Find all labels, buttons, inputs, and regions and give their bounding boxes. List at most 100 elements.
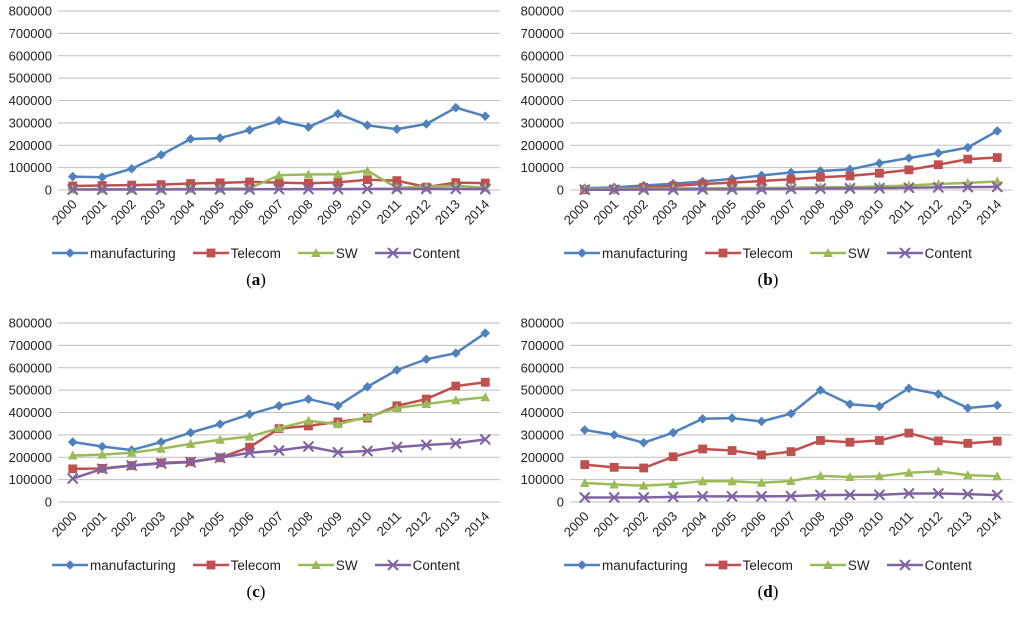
y-tick-label: 0 xyxy=(557,495,564,510)
y-tick-label: 500000 xyxy=(521,383,564,398)
manufacturing-marker xyxy=(638,437,649,448)
telecom-marker xyxy=(609,462,619,472)
telecom-marker xyxy=(757,450,766,460)
telecom-marker xyxy=(963,438,973,448)
x-tick-label: 2000 xyxy=(561,509,592,540)
x-tick-label: 2013 xyxy=(432,509,463,540)
x-tick-label: 2004 xyxy=(679,197,710,228)
content-marker xyxy=(962,181,974,193)
content-marker xyxy=(391,183,403,195)
manufacturing-marker xyxy=(933,148,944,158)
telecom-marker xyxy=(245,442,254,452)
legend-label: Content xyxy=(412,245,460,261)
square-legend-icon xyxy=(192,248,229,258)
triangle-legend-icon xyxy=(809,560,846,569)
x-tick-label: 2011 xyxy=(886,509,916,539)
legend-label: Telecom xyxy=(742,245,793,261)
y-tick-label: 400000 xyxy=(521,405,564,420)
legend-item-sw: SW xyxy=(809,558,870,573)
chart-c-plot: 0 100000 200000 300000 400000 500000 600000 700… xyxy=(9,316,500,540)
telecom-marker xyxy=(963,154,973,164)
sw-marker xyxy=(362,411,373,421)
content-marker xyxy=(420,183,432,195)
x-tick-label: 2006 xyxy=(226,197,257,228)
content-marker xyxy=(932,488,944,499)
content-marker xyxy=(815,489,826,501)
y-tick-label: 600000 xyxy=(521,48,564,63)
legend-label: Telecom xyxy=(230,245,281,261)
manufacturing-marker xyxy=(609,430,619,440)
x-tick-label: 2014 xyxy=(973,509,1004,540)
legend-label: Telecom xyxy=(742,557,793,573)
y-tick-label: 0 xyxy=(45,495,52,510)
triangle-legend-icon xyxy=(297,248,334,257)
content-marker xyxy=(638,184,650,196)
content-marker xyxy=(903,488,915,499)
sw-marker xyxy=(421,398,432,408)
content-marker xyxy=(185,456,197,468)
manufacturing-marker xyxy=(156,437,166,447)
y-tick-label: 400000 xyxy=(9,93,52,108)
square-legend-icon xyxy=(704,248,741,258)
manufacturing-marker xyxy=(362,120,373,131)
legend-item-content: Content xyxy=(886,558,972,573)
y-tick-label: 100000 xyxy=(521,160,564,175)
legend-label: Content xyxy=(412,557,460,573)
legend-item-manufacturing: manufacturing xyxy=(52,246,176,261)
x-tick-label: 2014 xyxy=(461,509,492,540)
x-tick-label: 2009 xyxy=(826,197,857,228)
x-tick-label: 2014 xyxy=(461,197,492,228)
content-marker xyxy=(962,488,974,500)
telecom-marker xyxy=(816,436,825,445)
legend-item-manufacturing: manufacturing xyxy=(52,558,176,573)
content-marker xyxy=(579,184,591,196)
sw-marker xyxy=(697,476,708,486)
telecom-marker xyxy=(639,463,649,473)
legend-label: Content xyxy=(924,245,972,261)
x-tick-label: 2008 xyxy=(285,509,316,540)
telecom-marker xyxy=(304,421,313,431)
manufacturing-marker xyxy=(963,142,973,153)
x-tick-label: 2002 xyxy=(620,197,651,228)
caption-open: ( xyxy=(757,270,764,289)
panel-b: 0 100000 200000 300000 400000 500000 600000 700… xyxy=(512,0,1024,300)
manufacturing-marker xyxy=(303,394,314,404)
legend-label: manufacturing xyxy=(602,245,688,261)
sw-marker xyxy=(638,480,649,490)
sw-marker xyxy=(215,434,225,444)
telecom-marker xyxy=(992,153,1002,162)
x-tick-label: 2005 xyxy=(708,197,739,228)
telecom-marker xyxy=(992,436,1002,446)
chart-d-legend: manufacturing Telecom SW Content xyxy=(564,555,972,575)
legend-label: SW xyxy=(335,245,358,261)
sw-marker xyxy=(274,423,284,433)
chart-a-legend: manufacturing Telecom SW Content xyxy=(52,243,460,263)
x-tick-label: 2013 xyxy=(944,197,975,228)
x-legend-icon xyxy=(374,559,411,571)
manufacturing-marker xyxy=(904,153,914,163)
sw-marker xyxy=(668,479,678,489)
caption-close: ) xyxy=(259,582,266,601)
content-marker xyxy=(67,473,79,484)
sw-marker xyxy=(156,443,166,453)
x-tick-label: 2005 xyxy=(708,509,739,540)
manufacturing-marker xyxy=(185,134,196,144)
x-tick-label: 2000 xyxy=(49,197,80,228)
telecom-marker xyxy=(480,377,490,387)
manufacturing-marker xyxy=(992,400,1003,411)
x-tick-label: 2011 xyxy=(374,197,404,227)
x-tick-label: 2011 xyxy=(886,197,916,227)
content-marker xyxy=(579,492,591,503)
manufacturing-marker xyxy=(904,383,914,394)
diamond-legend-icon xyxy=(564,560,601,570)
content-marker xyxy=(873,182,885,194)
telecom-marker xyxy=(245,177,254,187)
manufacturing-marker xyxy=(274,115,284,126)
telecom-marker xyxy=(845,437,855,447)
telecom-marker xyxy=(668,452,678,462)
content-marker xyxy=(667,491,679,503)
content-marker xyxy=(361,445,373,457)
content-marker xyxy=(303,441,314,452)
sw-marker xyxy=(303,169,314,179)
